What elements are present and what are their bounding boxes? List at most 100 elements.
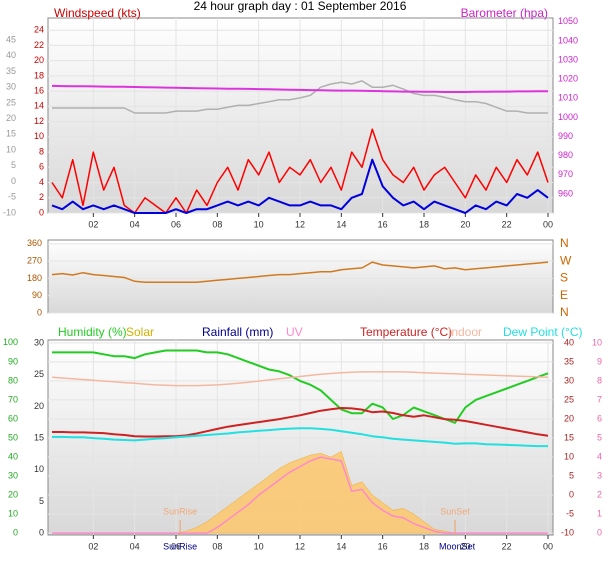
x-tick-label: 06: [171, 541, 181, 551]
y-tick-label: 0: [11, 176, 16, 186]
line: [52, 407, 549, 438]
legend-entry: Solar: [126, 325, 154, 339]
y-tick-label: -10: [3, 207, 16, 217]
y-tick-label: -5: [566, 508, 574, 518]
y-tick-label: 0: [37, 307, 42, 317]
x-tick-label: 20: [460, 219, 470, 229]
y-tick-label: 15: [34, 433, 44, 443]
y-tick-label: 9: [597, 356, 602, 366]
y-tick-label: 270: [27, 256, 42, 266]
y-tick-label: 4: [597, 451, 602, 461]
line: [51, 158, 549, 214]
legend-entry: UV: [286, 325, 303, 339]
y-tick-label: 8: [39, 146, 44, 156]
annotation: SunSet: [440, 506, 470, 516]
y-tick-label: 25: [6, 97, 16, 107]
chart-title: 24 hour graph day : 01 September 2016: [194, 0, 407, 13]
y-tick-label: 60: [8, 413, 18, 423]
y-tick-label: 20: [564, 413, 574, 423]
y-tick-label: 90: [8, 356, 18, 366]
line: [52, 456, 548, 534]
y-tick-label: 40: [564, 337, 574, 347]
y-tick-label: 25: [564, 394, 574, 404]
y-tick-label: 40: [8, 451, 18, 461]
y-tick-label: 20: [8, 489, 18, 499]
y-tick-label: 360: [27, 238, 42, 248]
y-tick-label: 960: [558, 188, 573, 198]
y-tick-label: 22: [34, 40, 44, 50]
x-tick-label: 18: [419, 541, 429, 551]
x-tick-label: 12: [295, 541, 305, 551]
line: [52, 427, 548, 448]
y-tick-label: S: [560, 271, 568, 285]
plot-area: [47, 239, 554, 314]
y-tick-label: 16: [34, 86, 44, 96]
x-tick-label: 18: [419, 219, 429, 229]
y-tick-label: 1020: [558, 74, 578, 84]
x-tick-label: 00: [543, 541, 553, 551]
legend-entry: Humidity (%): [58, 325, 127, 339]
y-tick-label: 6: [39, 162, 44, 172]
line: [51, 84, 548, 93]
x-tick-label: 04: [130, 219, 140, 229]
y-tick-label: 970: [558, 169, 573, 179]
x-tick-label: 04: [130, 541, 140, 551]
y-tick-label: 10: [564, 451, 574, 461]
y-tick-label: 50: [8, 432, 18, 442]
x-tick-label: 10: [254, 541, 264, 551]
y-tick-label: 70: [8, 394, 18, 404]
y-tick-label: 10: [592, 337, 602, 347]
y-tick-label: 10: [34, 131, 44, 141]
y-tick-label: 100: [3, 337, 18, 347]
y-tick-label: 30: [8, 470, 18, 480]
line: [51, 371, 549, 387]
annotation: SunRise: [163, 541, 197, 551]
y-tick-label: 3: [597, 470, 602, 480]
line: [52, 80, 548, 114]
y-tick-label: 7: [597, 394, 602, 404]
x-tick-label: 12: [295, 219, 305, 229]
y-tick-label: 0: [597, 527, 602, 537]
y-tick-label: 90: [32, 290, 42, 300]
y-tick-label: 1010: [558, 93, 578, 103]
y-tick-label: 25: [34, 369, 44, 379]
y-tick-label: 6: [597, 413, 602, 423]
y-tick-label: N: [560, 305, 569, 319]
axis-title: Windspeed (kts): [54, 6, 141, 20]
y-tick-label: 0: [13, 527, 18, 537]
y-tick-label: 10: [8, 508, 18, 518]
x-tick-label: 00: [543, 219, 553, 229]
line: [52, 349, 549, 424]
y-tick-label: 14: [34, 101, 44, 111]
y-tick-label: 40: [6, 50, 16, 60]
y-tick-label: N: [560, 236, 569, 250]
legend-entry: Temperature (°C): [360, 325, 452, 339]
y-tick-label: 5: [569, 470, 574, 480]
y-tick-label: -5: [8, 192, 16, 202]
y-tick-label: 1030: [558, 54, 578, 64]
y-tick-label: 1000: [558, 112, 578, 122]
y-tick-label: 15: [564, 432, 574, 442]
y-tick-label: 18: [34, 70, 44, 80]
x-tick-label: 14: [336, 541, 346, 551]
y-tick-label: 980: [558, 150, 573, 160]
y-tick-label: 5: [11, 160, 16, 170]
y-tick-label: 10: [6, 144, 16, 154]
x-tick-label: 10: [254, 219, 264, 229]
x-tick-label: 08: [212, 219, 222, 229]
y-tick-label: 30: [564, 375, 574, 385]
annotation: SunRise: [163, 506, 197, 516]
y-tick-label: 10: [34, 464, 44, 474]
x-tick-label: 16: [378, 219, 388, 229]
x-tick-label: 02: [88, 219, 98, 229]
y-tick-label: 20: [6, 113, 16, 123]
legend-entry: Indoor: [448, 325, 482, 339]
y-tick-label: 35: [6, 66, 16, 76]
axis-title: Barometer (hpa): [461, 6, 548, 20]
y-tick-label: 990: [558, 131, 573, 141]
legend-entry: Rainfall (mm): [202, 325, 273, 339]
x-tick-label: 14: [336, 219, 346, 229]
x-tick-label: 22: [502, 541, 512, 551]
y-tick-label: 0: [39, 527, 44, 537]
